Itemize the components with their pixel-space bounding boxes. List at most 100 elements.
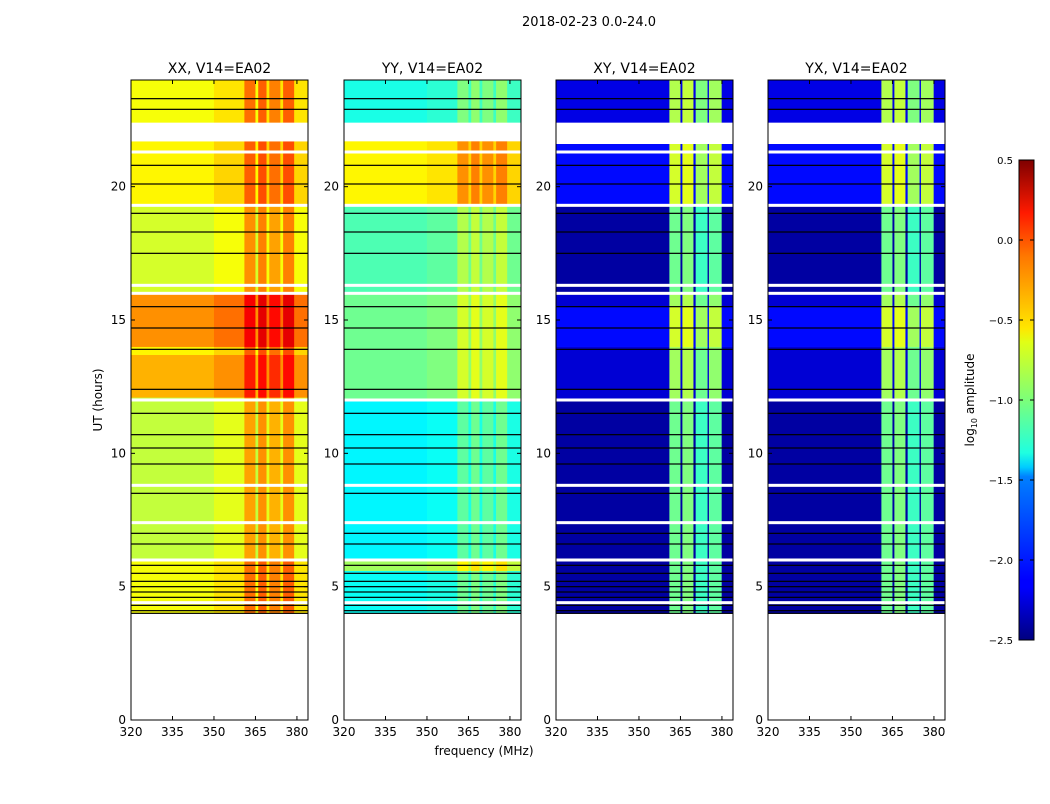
- heatmap-cell: [708, 144, 722, 206]
- flagged-line-black: [556, 252, 733, 254]
- x-tick-label: 380: [710, 725, 733, 739]
- heatmap-cell: [468, 293, 472, 401]
- heatmap-cell: [907, 144, 920, 206]
- flagged-line-black: [556, 434, 733, 436]
- x-tick-label: 335: [798, 725, 821, 739]
- flagged-line-black: [556, 98, 733, 100]
- flagged-line-black: [131, 164, 308, 166]
- heatmap-cell: [919, 80, 922, 123]
- flagged-line-white: [768, 283, 945, 287]
- flagged-line-white: [556, 150, 733, 154]
- axes-frame: [343, 79, 522, 721]
- heatmap-cell: [244, 346, 256, 355]
- x-tick-label: 320: [757, 725, 780, 739]
- flagged-line-black: [768, 183, 945, 185]
- heatmap-cell: [507, 138, 522, 206]
- flagged-line-black: [768, 604, 945, 606]
- heatmap-cell: [131, 293, 215, 347]
- heatmap-cell: [294, 141, 309, 206]
- colorbar-tick-label: 0.5: [997, 156, 1013, 167]
- flagged-line-black: [768, 610, 945, 612]
- heatmap-cell: [905, 80, 908, 123]
- heatmap-cell: [894, 306, 906, 347]
- flagged-line-black: [768, 596, 945, 598]
- flagged-line-black: [344, 348, 521, 350]
- heatmap-cell: [721, 306, 734, 347]
- heatmap-cell: [266, 354, 270, 398]
- flagged-line-black: [131, 572, 308, 574]
- heatmap-cell: [892, 306, 895, 347]
- heatmap-cell: [907, 80, 920, 123]
- heatmap-cell: [669, 306, 681, 347]
- heatmap-cell: [920, 346, 934, 401]
- flagged-line-black: [768, 492, 945, 494]
- heatmap-cell: [707, 346, 710, 401]
- flagged-line-black: [131, 586, 308, 588]
- heatmap-cell: [426, 80, 458, 123]
- heatmap-cell: [556, 346, 670, 401]
- flagged-line-black: [344, 492, 521, 494]
- heatmap-cell: [468, 400, 472, 561]
- flagged-line-black: [131, 252, 308, 254]
- heatmap-cell: [213, 205, 245, 294]
- heatmap-cell: [892, 205, 895, 294]
- flagged-line-black: [344, 604, 521, 606]
- heatmap-cell: [283, 354, 295, 398]
- heatmap-cell: [905, 293, 908, 307]
- heatmap-cell: [682, 144, 694, 206]
- flagged-line-black: [556, 580, 733, 582]
- heatmap-cell: [493, 138, 497, 206]
- heatmap-cell: [919, 306, 922, 347]
- flagged-line-white: [768, 483, 945, 487]
- flagged-line-black: [131, 327, 308, 329]
- colorbar-tick-label: 0.0: [997, 236, 1013, 247]
- flagged-line-black: [768, 164, 945, 166]
- heatmap-cell: [693, 400, 696, 614]
- heatmap-cell: [426, 400, 458, 561]
- y-tick-label: 15: [324, 313, 339, 327]
- heatmap-cell: [721, 144, 734, 206]
- flagged-line-black: [131, 532, 308, 534]
- heatmap-cell: [258, 397, 267, 561]
- flagged-line-black: [131, 212, 308, 214]
- heatmap-cell: [496, 138, 508, 206]
- heatmap-cell: [708, 293, 722, 307]
- heatmap-cell: [682, 205, 694, 294]
- heatmap-cell: [669, 346, 681, 401]
- heatmap-cell: [907, 346, 920, 401]
- heatmap-cell: [255, 346, 259, 355]
- x-tick-label: 350: [628, 725, 651, 739]
- flagged-line-black: [131, 231, 308, 233]
- heatmap-cell: [768, 205, 882, 294]
- flagged-line-black: [131, 580, 308, 582]
- colorbar-label: log10 amplitude: [963, 354, 979, 447]
- x-tick-label: 350: [840, 725, 863, 739]
- flagged-line-black: [768, 108, 945, 110]
- heatmap-cell: [907, 306, 920, 347]
- flagged-line-black: [131, 564, 308, 566]
- flagged-line-black: [344, 580, 521, 582]
- heatmap-cell: [894, 144, 906, 206]
- heatmap-cell: [892, 80, 895, 123]
- flagged-line-white: [131, 521, 308, 525]
- flagged-line-black: [768, 447, 945, 449]
- heatmap-cell: [266, 141, 270, 206]
- heatmap-cell: [471, 80, 480, 123]
- heatmap-cell: [294, 80, 309, 123]
- heatmap-cell: [496, 205, 508, 294]
- flagged-line-black: [344, 572, 521, 574]
- heatmap-cell: [708, 346, 722, 401]
- heatmap-cell: [669, 80, 681, 123]
- heatmap-cell: [933, 80, 946, 123]
- heatmap-cell: [721, 293, 734, 307]
- flagged-line-black: [556, 564, 733, 566]
- flagged-line-black: [556, 572, 733, 574]
- flagged-line-black: [131, 596, 308, 598]
- heatmap-cell: [258, 354, 267, 398]
- heatmap-cell: [920, 205, 934, 294]
- heatmap-cell: [695, 144, 708, 206]
- heatmap-cell: [919, 346, 922, 401]
- x-tick-label: 320: [333, 725, 356, 739]
- flagged-line-white: [131, 483, 308, 487]
- flagged-line-white: [768, 601, 945, 605]
